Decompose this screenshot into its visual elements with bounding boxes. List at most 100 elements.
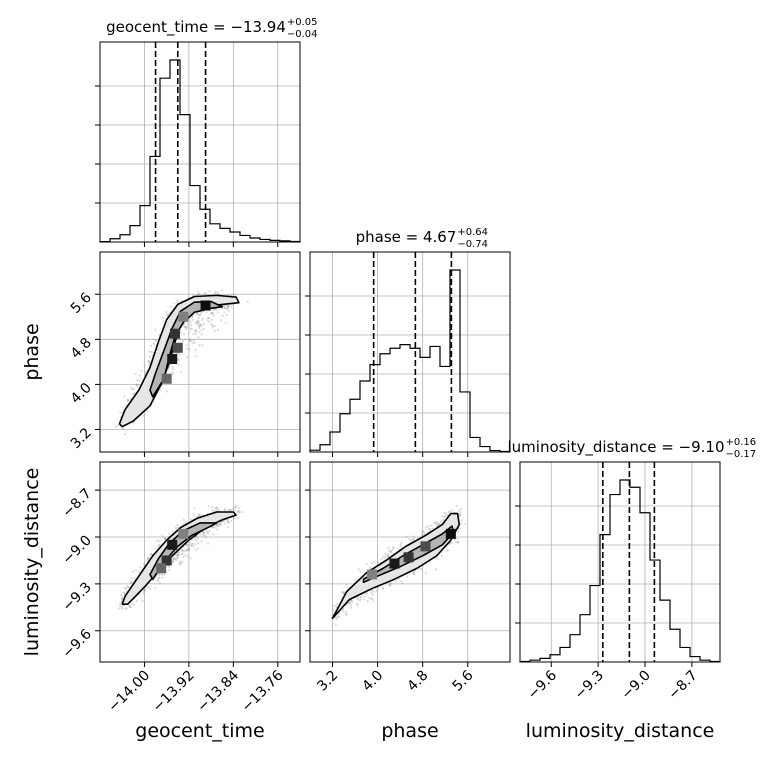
scatter-point — [389, 551, 392, 554]
scatter-point — [206, 316, 210, 320]
scatter-point — [132, 422, 135, 425]
hist-phase-grid — [332, 252, 469, 452]
scatter-point — [174, 526, 178, 530]
scatter-point — [134, 372, 137, 376]
scatter-point — [390, 549, 393, 552]
scatter-point — [220, 319, 223, 322]
scatter-point — [197, 292, 201, 296]
scatter-point — [194, 329, 197, 332]
scatter-point — [202, 531, 205, 534]
scatter-point — [371, 597, 374, 600]
scatter-point — [202, 534, 205, 537]
scatter-point — [128, 605, 132, 608]
scatter-point — [160, 539, 163, 542]
scatter-point — [363, 595, 366, 598]
hist-geocent_time-panel: geocent_time = −13.94 +0.05−0.04 — [95, 17, 318, 247]
scatter-point — [359, 598, 362, 601]
scatter-point — [238, 511, 241, 514]
scatter-point — [189, 320, 192, 323]
hist-geocent_time-frame — [99, 41, 301, 243]
scatter-point — [207, 320, 211, 323]
scatter-point — [207, 316, 211, 320]
ylabel-luminosity_distance: luminosity_distance — [21, 468, 43, 657]
scatter-point — [187, 546, 191, 550]
hist-luminosity_distance-title-main: luminosity_distance = −9.10 — [507, 438, 724, 457]
scatter-point — [348, 601, 351, 605]
scatter-point — [370, 597, 373, 600]
scatter-point — [187, 296, 190, 299]
hist-luminosity_distance-ygrid — [515, 505, 720, 624]
scatter-point — [211, 509, 214, 512]
scatter-point — [425, 526, 428, 529]
hist-luminosity_distance-grid — [550, 462, 693, 662]
scatter-point — [368, 596, 371, 600]
scatter-point — [190, 543, 193, 546]
scatter-point — [424, 571, 427, 574]
scatter-point — [156, 579, 159, 582]
scatter-point — [196, 311, 199, 315]
scatter-point — [158, 577, 161, 580]
panels: geocent_time = −13.94 +0.05−0.04 phase = 4… — [59, 17, 756, 715]
scatter-point — [229, 508, 233, 512]
scatter-point — [138, 570, 141, 574]
hist-phase-title-main: phase = 4.67 — [356, 228, 457, 246]
scatter-point — [342, 591, 345, 594]
scatter-point — [191, 341, 194, 345]
scatter-point — [228, 304, 231, 307]
scatter-point — [147, 363, 151, 366]
scatter-point — [205, 529, 208, 532]
scatter-point — [180, 549, 184, 552]
scatter-point — [350, 601, 353, 604]
scatter-point — [158, 543, 161, 547]
scatter-point — [122, 604, 125, 607]
scatter-point — [187, 547, 190, 550]
scatter-point — [196, 320, 199, 323]
scatter-point — [384, 552, 387, 555]
scatter-point — [198, 313, 201, 316]
scatter-point — [119, 602, 122, 605]
scatter-point — [401, 582, 404, 585]
scatter-point — [169, 363, 172, 366]
contour-geocent_time-phase-density-bin — [167, 354, 178, 365]
scatter-point — [455, 540, 458, 543]
scatter-point — [134, 569, 137, 572]
scatter-point — [220, 289, 224, 292]
contour-phase-luminosity_distance-xtick-label: 3.2 — [314, 668, 341, 695]
hist-luminosity_distance-frame — [519, 461, 721, 663]
scatter-point — [233, 506, 236, 509]
scatter-point — [198, 292, 201, 296]
scatter-point — [212, 533, 215, 536]
scatter-point — [201, 318, 204, 322]
scatter-point — [197, 320, 200, 323]
scatter-point — [230, 305, 233, 309]
scatter-point — [409, 539, 413, 542]
scatter-point — [349, 604, 352, 607]
scatter-point — [387, 547, 390, 550]
scatter-point — [188, 348, 191, 351]
scatter-point — [142, 592, 146, 595]
hist-luminosity_distance-xtick-label: −9.0 — [618, 668, 653, 703]
scatter-point — [227, 306, 230, 309]
contour-geocent_time-phase-marks — [114, 289, 249, 436]
scatter-point — [130, 580, 133, 583]
scatter-point — [149, 553, 153, 556]
scatter-point — [218, 523, 221, 526]
scatter-point — [230, 519, 233, 523]
hist-geocent_time-title-sup: +0.05 — [287, 17, 318, 28]
scatter-point — [120, 598, 124, 601]
scatter-point — [152, 342, 155, 345]
scatter-point — [334, 623, 338, 626]
scatter-point — [128, 604, 131, 607]
scatter-point — [161, 534, 164, 538]
scatter-point — [198, 324, 202, 327]
scatter-point — [158, 540, 161, 543]
scatter-point — [163, 537, 166, 540]
scatter-point — [119, 604, 122, 608]
scatter-point — [184, 553, 187, 557]
xlabel-phase: phase — [381, 720, 438, 742]
contour-geocent_time-phase-density-bin — [200, 300, 211, 311]
scatter-point — [156, 539, 159, 542]
scatter-point — [175, 352, 179, 355]
scatter-point — [233, 293, 236, 296]
